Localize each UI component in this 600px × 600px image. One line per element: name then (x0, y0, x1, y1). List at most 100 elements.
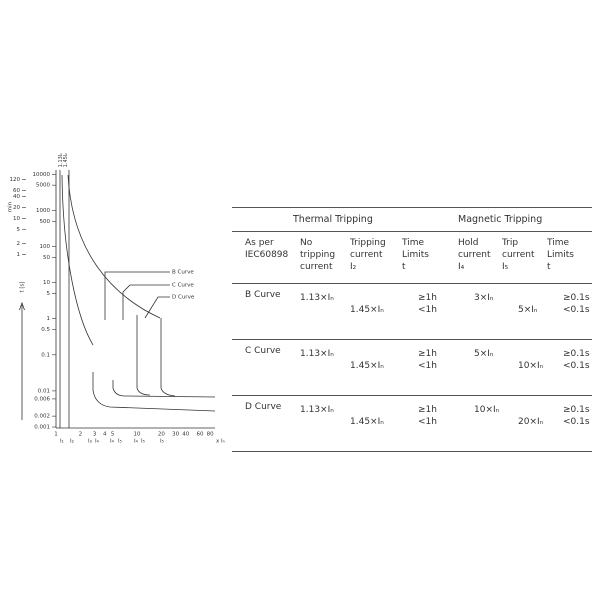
current-mark: I₂ (70, 439, 74, 445)
cell-line: B Curve (245, 290, 281, 300)
minutes-tick-label: 10 (13, 216, 20, 222)
cell-line: Tripping (350, 238, 386, 248)
x-tick-label: 60 (197, 432, 204, 438)
cell-line: Limits (402, 250, 429, 260)
seconds-unit: t [s] (20, 281, 26, 292)
x-tick-label: 20 (158, 432, 165, 438)
table-cell: 5×Iₙ (474, 345, 518, 395)
seconds-tick-label: 10000 (33, 172, 51, 178)
cell-line: <1h (418, 305, 437, 315)
seconds-tick-label: 5000 (36, 183, 50, 189)
table-cell: 1.13×Iₙ (300, 289, 350, 339)
minutes-unit: min (8, 201, 14, 212)
cell-line: IEC60898 (245, 250, 289, 260)
curve-label: C Curve (172, 283, 194, 289)
table-cell: 1.13×Iₙ (300, 345, 350, 395)
cell-line: 5×Iₙ (474, 349, 494, 359)
table-cell: 10×Iₙ (474, 401, 518, 451)
table-cell: C Curve (245, 345, 300, 395)
column-header: Time Limits t (402, 237, 458, 283)
current-mark: I₄ (110, 439, 115, 445)
magnetic-curve (160, 318, 176, 397)
cell-line: C Curve (245, 346, 281, 356)
column-header: No tripping current (300, 237, 350, 283)
cell-line: Time (547, 238, 570, 248)
minutes-tick-label: 2 (17, 241, 21, 247)
cell-line: 5×Iₙ (518, 305, 538, 315)
cell-line: I₄ (458, 262, 465, 272)
table-cell: 10×Iₙ (518, 345, 563, 395)
column-header: Trip current I₅ (502, 237, 547, 283)
seconds-tick-label: 100 (40, 244, 51, 250)
seconds-tick-label: 50 (43, 255, 50, 261)
column-header: As per IEC60898 (245, 237, 300, 283)
cell-line: current (300, 262, 333, 272)
table-cell: 1.13×Iₙ (300, 401, 350, 451)
cell-line: current (502, 250, 535, 260)
magnetic-curve (112, 380, 216, 398)
cell-line: <1h (418, 417, 437, 427)
table-cell: 1.45×Iₙ (350, 345, 402, 395)
cell-line: 10×Iₙ (518, 361, 544, 371)
column-header: Hold current I₄ (458, 237, 502, 283)
cell-line: I₅ (502, 262, 509, 272)
curve-label: B Curve (172, 270, 194, 276)
seconds-tick-label: 0.002 (34, 414, 50, 420)
leader-line (122, 284, 170, 320)
seconds-tick-label: 0.001 (34, 425, 50, 431)
cell-line: As per (245, 238, 274, 248)
cell-line: ≥0.1s (563, 405, 590, 415)
cell-line: ≥0.1s (563, 293, 590, 303)
seconds-tick-label: 5 (47, 291, 51, 297)
tripping-table: Thermal Tripping Magnetic Tripping As pe… (232, 207, 592, 452)
table-cell: ≥1h <1h (402, 345, 474, 395)
header-row: As per IEC60898 No tripping current Tripping c… (232, 232, 592, 284)
x-tick-label: 80 (207, 432, 214, 438)
x-tick-label: 4 (103, 432, 107, 438)
table-row: B Curve 1.13×Iₙ 1.45×Iₙ ≥1h <1h 3×Iₙ 5×Iₙ ≥0.1s… (232, 284, 592, 340)
cell-line: 1.13×Iₙ (300, 293, 334, 303)
curve-label: D Curve (172, 295, 195, 301)
minutes-tick-label: 120 (10, 177, 21, 183)
cell-line: Time (402, 238, 425, 248)
minutes-tick-label: 5 (17, 227, 21, 233)
thermal-curve (61, 174, 94, 346)
cell-line: ≥0.1s (563, 349, 590, 359)
seconds-tick-label: 0.006 (34, 396, 50, 402)
cell-line: D Curve (245, 402, 282, 412)
cell-line: 20×Iₙ (518, 417, 544, 427)
cell-line: 1.13×Iₙ (300, 349, 334, 359)
diagram-lines (19, 170, 216, 429)
cell-line: I₂ (350, 262, 357, 272)
table-cell: 3×Iₙ (474, 289, 518, 339)
seconds-tick-label: 500 (40, 219, 51, 225)
x-tick-label: 30 (172, 432, 179, 438)
table-row: D Curve 1.13×Iₙ 1.45×Iₙ ≥1h <1h 10×Iₙ 20×Iₙ ≥0.… (232, 396, 592, 452)
seconds-tick-label: 0.5 (41, 327, 50, 333)
current-mark: I₄ (95, 439, 100, 445)
table-cell: B Curve (245, 289, 300, 339)
cell-line: current (350, 250, 383, 260)
seconds-tick-label: 10 (43, 280, 50, 286)
x-tick-label: 40 (182, 432, 189, 438)
limit-label: 1.45Iₙ (63, 153, 69, 168)
cell-line: <0.1s (563, 305, 590, 315)
x-tick-label: 2 (79, 432, 83, 438)
cell-line: Trip (502, 238, 519, 248)
current-mark: I₄ (134, 439, 139, 445)
table-row: C Curve 1.13×Iₙ 1.45×Iₙ ≥1h <1h 5×Iₙ 10×Iₙ ≥0.1… (232, 340, 592, 396)
cell-line: Limits (547, 250, 574, 260)
cell-line: t (547, 262, 551, 272)
cell-line: current (458, 250, 491, 260)
table-cell: 5×Iₙ (518, 289, 563, 339)
magnetic-curve (92, 372, 216, 412)
table-cell: D Curve (245, 401, 300, 451)
group-label: Thermal Tripping (293, 214, 373, 225)
seconds-tick-label: 1000 (36, 208, 50, 214)
minutes-tick-label: 1 (17, 252, 21, 258)
table-cell: ≥0.1s <0.1s (563, 345, 600, 395)
cell-line: 1.45×Iₙ (350, 417, 384, 427)
table-cell: ≥1h <1h (402, 401, 474, 451)
cell-line: 1.13×Iₙ (300, 405, 334, 415)
